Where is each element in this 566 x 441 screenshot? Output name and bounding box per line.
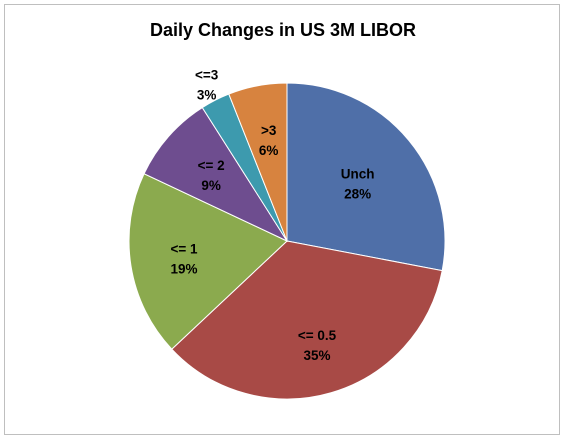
slice-percent-label: 19%	[170, 261, 197, 276]
slice-percent-label: 28%	[344, 187, 371, 202]
slice-category-label: <= 0.5	[298, 328, 337, 343]
slice-category-label: <= 1	[170, 241, 198, 256]
chart-title: Daily Changes in US 3M LIBOR	[149, 20, 417, 40]
pie-slice	[286, 82, 446, 272]
pie-slice	[171, 240, 443, 400]
slice-percent-label: 35%	[303, 348, 330, 363]
slice-category-label: >3	[261, 123, 277, 138]
slice-category-label: Unch	[341, 167, 375, 182]
pie-slice	[128, 173, 288, 350]
slice-category-label: <= 2	[198, 158, 225, 173]
pie-slice	[228, 82, 288, 242]
slice-percent-label: 3%	[197, 87, 217, 102]
pie-slice	[143, 106, 289, 243]
slice-percent-label: 9%	[201, 178, 221, 193]
slice-category-label: <=3	[195, 67, 219, 82]
slice-percent-label: 6%	[259, 143, 279, 158]
